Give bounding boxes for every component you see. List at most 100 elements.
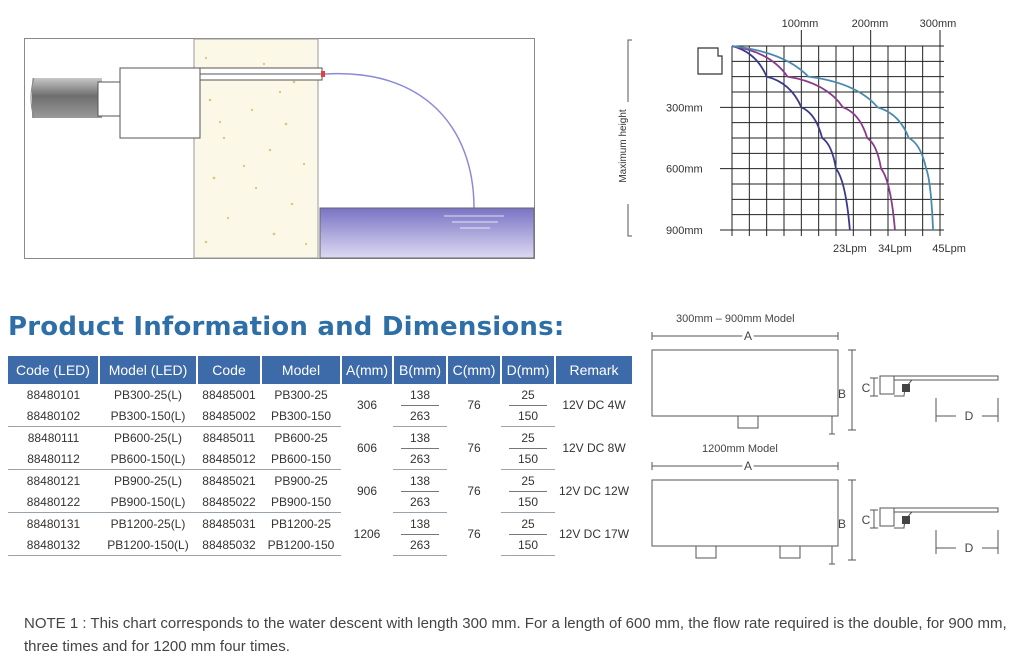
cell-code: 88485032 — [197, 534, 261, 556]
cell-d: 25 — [521, 430, 535, 445]
dim-label-b: B — [838, 517, 846, 531]
cell-d: 25 — [521, 387, 535, 402]
dimension-diagrams: 300mm – 900mm Model A B C D 1200mm Model… — [651, 313, 999, 565]
header-model-led: Model (LED) — [99, 356, 198, 384]
section-title: Product Information and Dimensions: — [8, 312, 565, 342]
pool — [319, 207, 535, 259]
cell-model-led: PB600-150(L) — [99, 448, 197, 470]
cell-model: PB300-150 — [261, 405, 341, 427]
cell-model: PB1200-150 — [261, 534, 341, 556]
flow-chart: 100mm 200mm 300mm Maximum height 300mm 60… — [618, 18, 966, 255]
cell-model-led: PB900-150(L) — [99, 491, 197, 513]
cell-b: 138 — [409, 473, 431, 488]
x-tick-label: 200mm — [852, 18, 889, 30]
y-axis-bracket — [627, 39, 632, 237]
cell-code-led: 88480122 — [8, 491, 99, 513]
large-model-body — [651, 479, 839, 547]
spout-body — [119, 67, 201, 139]
cell-b: 263 — [393, 534, 447, 556]
cell-code: 88485022 — [197, 491, 261, 513]
header-c: C(mm) — [447, 356, 502, 384]
cell-c: 76 — [467, 398, 481, 413]
cell-b: 138 — [409, 516, 431, 531]
table-row: 88480131 PB1200-25(L) 88485031 PB1200-25 120… — [8, 513, 633, 542]
cell-code-led: 88480132 — [8, 534, 99, 556]
cell-code-led: 88480101 — [26, 387, 81, 402]
cell-d: 150 — [501, 534, 555, 556]
cell-model-led: PB1200-25(L) — [110, 516, 186, 531]
small-model-label: 300mm – 900mm Model — [676, 313, 795, 325]
cell-code: 88485002 — [197, 405, 261, 427]
cell-model: PB900-150 — [261, 491, 341, 513]
cell-b: 263 — [393, 405, 447, 427]
header-code-led: Code (LED) — [8, 356, 100, 384]
table-row: 88480112 PB600-150(L) 88485012 PB600-150 263… — [8, 448, 633, 470]
cell-model: PB600-150 — [261, 448, 341, 470]
dim-label-c: C — [862, 513, 871, 527]
cell-remark: 12V DC 12W — [559, 484, 630, 498]
x-tick-label: 100mm — [782, 18, 819, 30]
cell-d: 25 — [521, 473, 535, 488]
cell-code-led: 88480121 — [26, 473, 81, 488]
header-model: Model — [261, 356, 342, 384]
cell-code-led: 88480131 — [26, 516, 81, 531]
cell-a: 306 — [356, 398, 378, 413]
large-model-label: 1200mm Model — [702, 443, 778, 455]
cell-code-led: 88480102 — [8, 405, 99, 427]
cell-d: 25 — [521, 516, 535, 531]
header-code: Code — [197, 356, 262, 384]
dim-label-a: A — [744, 459, 752, 473]
table-row: 88480121 PB900-25(L) 88485021 PB900-25 906 13… — [8, 470, 633, 499]
header-remark: Remark — [555, 356, 635, 384]
header-b: B(mm) — [393, 356, 448, 384]
header-d: D(mm) — [501, 356, 556, 384]
header-a: A(mm) — [341, 356, 394, 384]
cell-d: 150 — [501, 491, 555, 513]
cell-b: 138 — [409, 387, 431, 402]
series-labels: 23Lpm 34Lpm 45Lpm — [833, 243, 966, 255]
cell-d: 150 — [501, 448, 555, 470]
cell-b: 138 — [409, 430, 431, 445]
spout-profile-icon — [697, 47, 723, 75]
cell-code-led: 88480111 — [27, 430, 80, 445]
y-tick-label: 900mm — [666, 225, 703, 237]
cell-model-led: PB300-25(L) — [113, 387, 183, 402]
y-tick-label: 600mm — [666, 164, 703, 176]
cell-remark: 12V DC 8W — [562, 441, 626, 455]
cell-model: PB600-25 — [274, 430, 328, 445]
cell-model: PB900-25 — [274, 473, 328, 488]
supply-pipe — [32, 78, 102, 118]
cell-a: 1206 — [353, 527, 381, 541]
cell-code: 88485011 — [202, 430, 256, 445]
footnote: NOTE 1 : This chart corresponds to the w… — [24, 615, 1007, 655]
chart-grid — [720, 30, 944, 236]
product-table: Code (LED) Model (LED) Code Model A(mm) … — [8, 356, 635, 556]
series-label: 34Lpm — [878, 243, 912, 255]
cell-code: 88485031 — [202, 516, 256, 531]
cell-c: 76 — [467, 527, 481, 541]
cell-remark: 12V DC 17W — [559, 527, 630, 541]
table-header-row: Code (LED) Model (LED) Code Model A(mm) … — [8, 356, 635, 384]
cell-model: PB300-25 — [274, 387, 328, 402]
dim-label-a: A — [744, 329, 752, 343]
cell-model-led: PB900-25(L) — [113, 473, 183, 488]
table-row: 88480101 PB300-25(L) 88485001 PB300-25 306 13… — [8, 384, 633, 413]
cell-b: 263 — [393, 491, 447, 513]
series-line — [731, 45, 851, 231]
cell-model: PB1200-25 — [270, 516, 332, 531]
y-tick-label: 300mm — [666, 102, 703, 114]
dim-label-b: B — [838, 387, 846, 401]
series-line — [731, 45, 896, 231]
table-row: 88480132 PB1200-150(L) 88485032 PB1200-150 2… — [8, 534, 633, 556]
cell-c: 76 — [467, 441, 481, 455]
cell-d: 150 — [501, 405, 555, 427]
series-label: 23Lpm — [833, 243, 867, 255]
table-row: 88480122 PB900-150(L) 88485022 PB900-150 263… — [8, 491, 633, 513]
cell-model-led: PB300-150(L) — [99, 405, 197, 427]
series-line — [731, 45, 934, 231]
series-lines — [731, 45, 934, 231]
table-row: 88480111 PB600-25(L) 88485011 PB600-25 606 13… — [8, 427, 633, 456]
dim-label-c: C — [862, 381, 871, 395]
series-label: 45Lpm — [932, 243, 966, 255]
cell-code: 88485001 — [202, 387, 256, 402]
